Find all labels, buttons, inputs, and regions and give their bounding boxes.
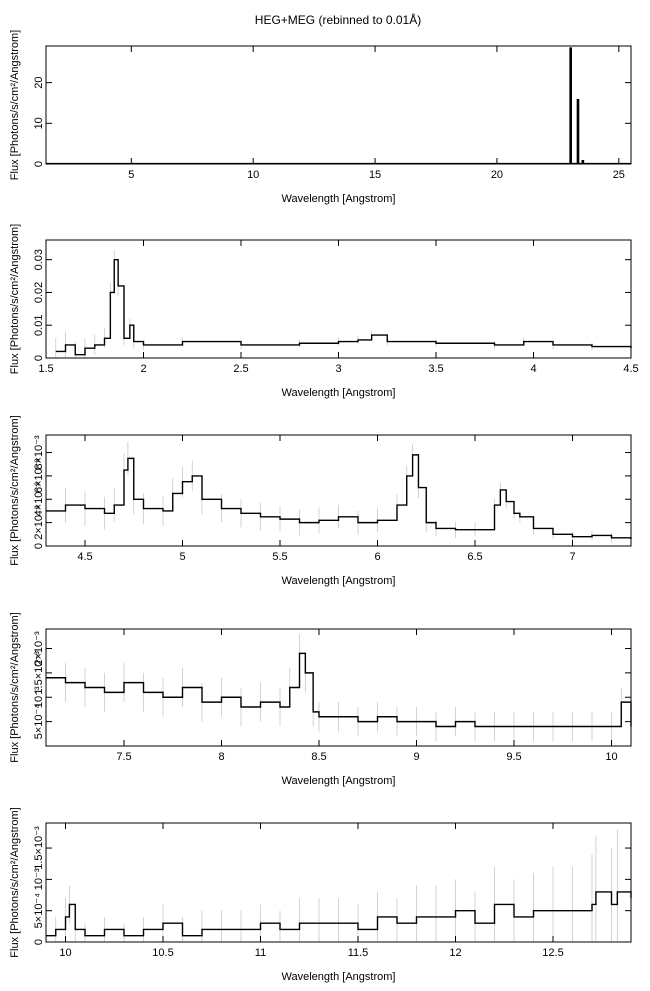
x-tick-label: 4.5	[623, 363, 638, 375]
x-tick-label: 4	[530, 363, 536, 375]
panel-1: 5 10 15 20 25 0 10 20 Wavelength [Angstrom] Flux …	[9, 30, 632, 205]
y-axis-label: Flux [Photons/s/cm²/Angstrom]	[9, 30, 21, 180]
y-tick-label: 0	[33, 161, 45, 167]
x-tick-label: 1.5	[38, 363, 53, 375]
x-axis-label: Wavelength [Angstrom]	[282, 971, 396, 983]
x-tick-label: 5	[179, 551, 185, 563]
y-tick-label: 0	[33, 939, 45, 945]
y-axis-label: Flux [Photons/s/cm²/Angstrom]	[9, 224, 21, 374]
y-tick-label: 10⁻³	[33, 868, 45, 890]
y-tick-label: 0.03	[33, 249, 45, 270]
x-tick-label: 10	[59, 947, 71, 959]
panel-1-flux-line	[46, 47, 631, 165]
y-tick-label: 2×10⁻³	[33, 631, 45, 666]
x-tick-label: 8.5	[311, 751, 326, 763]
x-tick-label: 4.5	[77, 551, 92, 563]
panel-4: 7.5 8 8.5 9 9.5 10 5×10⁻⁴10⁻³1.5×10⁻³2×10⁻³ Wav…	[9, 612, 632, 787]
x-tick-label: 5	[128, 169, 134, 181]
panel-4-frame	[45, 628, 632, 747]
x-axis-label: Wavelength [Angstrom]	[282, 775, 396, 787]
panel-4-error-bars	[45, 633, 632, 742]
panel-1-frame	[45, 45, 632, 165]
panel-4-flux-line	[46, 652, 632, 728]
y-tick-label: 10	[33, 117, 45, 129]
x-tick-label: 11	[255, 947, 266, 959]
y-tick-label: 0.01	[33, 315, 45, 336]
y-tick-label: 1.5×10⁻³	[33, 651, 45, 695]
y-tick-label: 8×10⁻³	[33, 435, 45, 470]
panel-5-error-bars	[45, 829, 632, 942]
x-tick-label: 8	[218, 751, 224, 763]
x-tick-label: 6.5	[467, 551, 482, 563]
panel-3: 4.5 5 5.5 6 6.5 7 0 2×10⁻³4×10⁻³6×10⁻³8×10⁻³ Wav…	[9, 415, 632, 587]
x-tick-label: 7.5	[116, 751, 131, 763]
y-tick-label: 4×10⁻³	[33, 482, 45, 517]
panel-5-frame	[45, 822, 632, 943]
x-tick-label: 10	[247, 169, 259, 181]
x-axis-label: Wavelength [Angstrom]	[282, 387, 396, 399]
y-tick-label: 10⁻³	[33, 686, 45, 708]
figure-title: HEG+MEG (rebinned to 0.01Å)	[255, 12, 421, 27]
y-tick-label: 0	[33, 543, 45, 549]
x-tick-label: 7	[569, 551, 575, 563]
x-tick-label: 10	[605, 751, 617, 763]
y-tick-label: 0	[33, 355, 45, 361]
x-tick-label: 3.5	[428, 363, 443, 375]
y-tick-label: 0.02	[33, 282, 45, 303]
x-tick-label: 2.5	[233, 363, 248, 375]
x-tick-label: 2	[140, 363, 146, 375]
y-tick-label: 5×10⁻⁴	[33, 704, 45, 740]
y-tick-label: 1.5×10⁻³	[33, 826, 45, 870]
y-axis-label: Flux [Photons/s/cm²/Angstrom]	[9, 612, 21, 762]
x-tick-label: 9	[413, 751, 419, 763]
x-tick-label: 25	[613, 169, 625, 181]
y-tick-label: 5×10⁻⁴	[33, 893, 45, 929]
x-tick-label: 11.5	[348, 947, 369, 959]
x-tick-label: 12.5	[542, 947, 563, 959]
x-axis-label: Wavelength [Angstrom]	[282, 575, 396, 587]
panel-5-flux-line	[46, 891, 632, 937]
x-tick-label: 15	[369, 169, 381, 181]
x-axis-label: Wavelength [Angstrom]	[282, 193, 396, 205]
y-tick-label: 6×10⁻³	[33, 458, 45, 493]
panel-3-frame	[45, 434, 632, 547]
x-tick-label: 20	[491, 169, 503, 181]
x-tick-label: 12	[449, 947, 461, 959]
panel-5: 10 10.5 11 11.5 12 12.5 0 5×10⁻⁴ 10⁻³1.5×10⁻³ Wav…	[9, 807, 632, 983]
x-tick-label: 3	[335, 363, 341, 375]
x-tick-label: 5.5	[272, 551, 287, 563]
x-tick-label: 9.5	[506, 751, 521, 763]
y-tick-label: 20	[33, 76, 45, 88]
x-tick-label: 6	[374, 551, 380, 563]
y-tick-label: 2×10⁻³	[33, 505, 45, 540]
y-axis-label: Flux [Photons/s/cm²/Angstrom]	[9, 807, 21, 957]
panel-2: 1.5 2 2.5 3 3.5 4 4.5 0 0.01 0.02 0.03 Wavelength […	[9, 224, 639, 399]
x-tick-label: 10.5	[152, 947, 173, 959]
y-axis-label: Flux [Photons/s/cm²/Angstrom]	[9, 415, 21, 565]
panel-2-flux-line	[55, 258, 632, 356]
panel-3-flux-line	[46, 454, 632, 539]
